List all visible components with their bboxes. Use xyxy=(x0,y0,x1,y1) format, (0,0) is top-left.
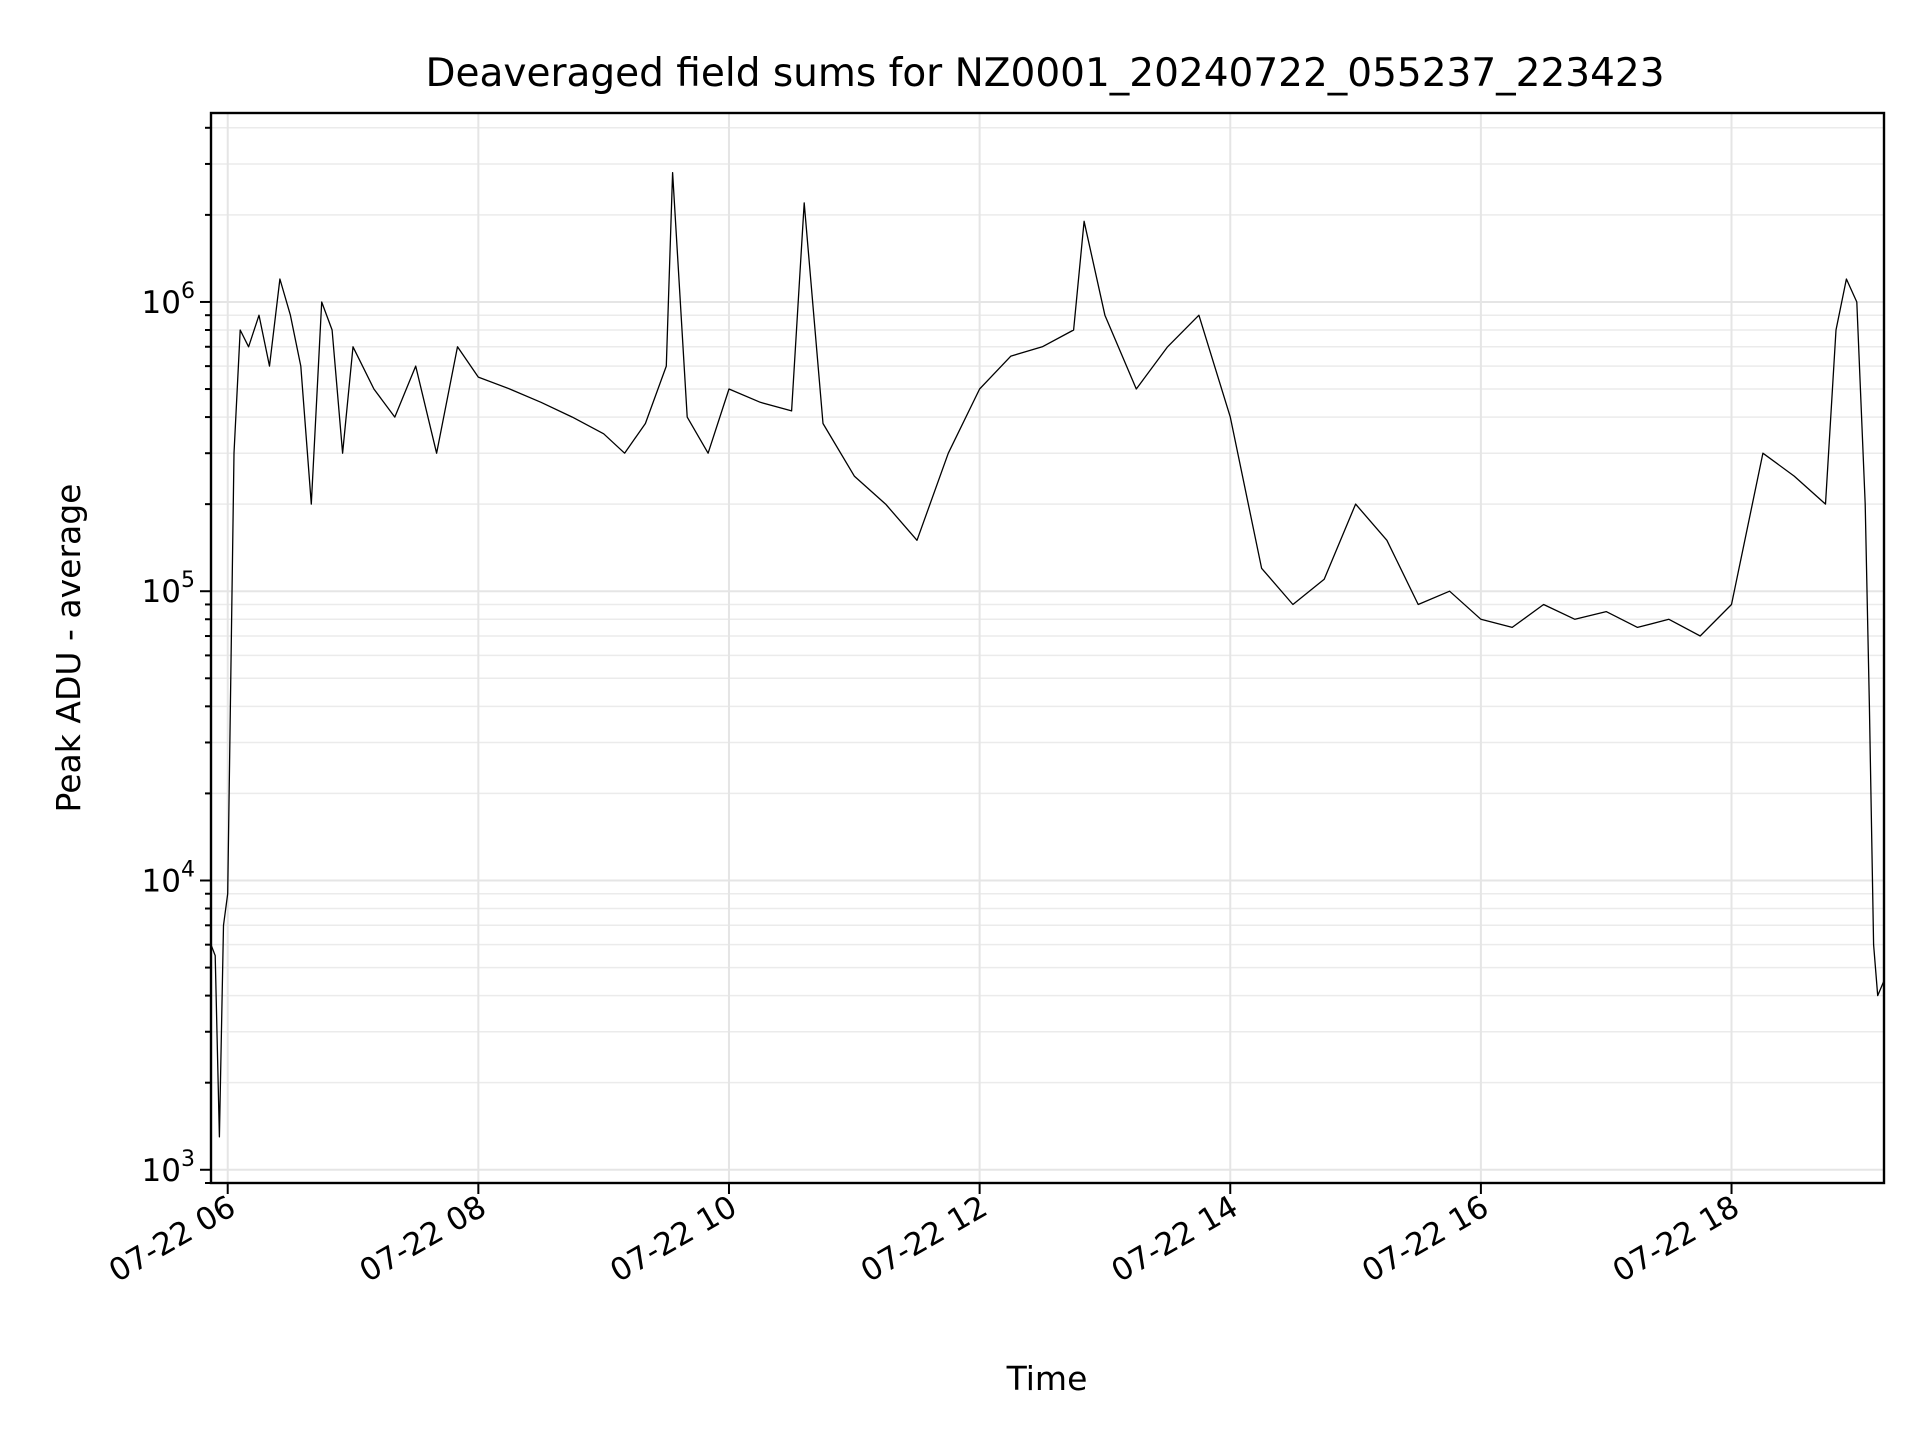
x-tick-label: 07-22 08 xyxy=(354,1189,493,1290)
grid xyxy=(211,113,1884,1184)
y-axis-label: Peak ADU - average xyxy=(49,484,88,813)
x-tick-label: 07-22 12 xyxy=(855,1189,994,1290)
x-tick-label: 07-22 14 xyxy=(1106,1189,1245,1290)
y-tick-exponent: 4 xyxy=(181,857,195,882)
x-tick-label: 07-22 18 xyxy=(1607,1189,1746,1290)
y-tick-exponent: 6 xyxy=(181,279,195,304)
data-series xyxy=(210,171,1885,1138)
y-tick-base: 10 xyxy=(142,574,181,610)
y-tick-exponent: 3 xyxy=(181,1147,195,1172)
x-axis-label: Time xyxy=(1006,1359,1088,1398)
y-tick-label: 104 xyxy=(142,857,195,899)
y-tick-base: 10 xyxy=(142,285,181,321)
y-tick-base: 10 xyxy=(142,863,181,899)
y-tick-exponent: 5 xyxy=(181,568,195,593)
chart-title: Deaveraged field sums for NZ0001_2024072… xyxy=(425,51,1664,96)
y-tick-base: 10 xyxy=(142,1153,181,1189)
x-tick-label: 07-22 06 xyxy=(103,1189,242,1290)
y-tick-label: 103 xyxy=(142,1147,195,1189)
series-line xyxy=(210,171,1885,1138)
x-tick-label: 07-22 10 xyxy=(604,1189,743,1290)
x-tick-label: 07-22 16 xyxy=(1356,1189,1495,1290)
plot-frame xyxy=(209,111,1886,1185)
y-tick-label: 106 xyxy=(142,279,195,321)
x-axis: 07-22 06 07-22 08 07-22 10 07-22 12 07-22 14… xyxy=(103,1183,1746,1290)
y-tick-label: 105 xyxy=(142,568,195,610)
